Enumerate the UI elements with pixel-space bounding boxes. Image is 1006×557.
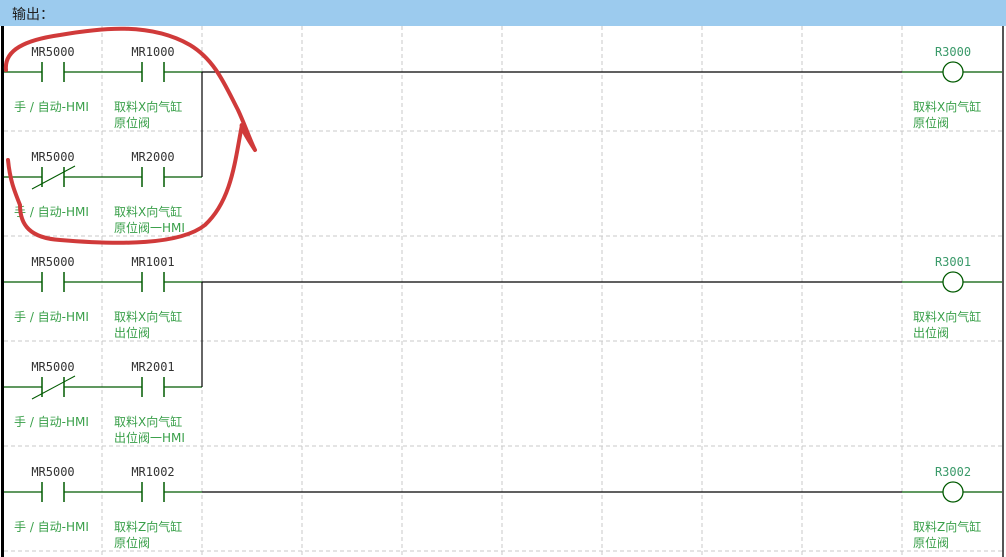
coil-comment: 取料X向气缸 (913, 99, 981, 114)
coil-icon (942, 61, 964, 83)
contact-comment: 原位阀 (114, 115, 150, 130)
normally-open-contact[interactable]: MR5000 手 / 自动-HMI (14, 465, 89, 534)
contact-address: MR1001 (131, 255, 174, 269)
contact-gap (42, 274, 64, 290)
contact-comment: 手 / 自动-HMI (14, 310, 89, 324)
coil-icon (942, 481, 964, 503)
coil-comment: 原位阀 (913, 115, 949, 130)
coil-icon (942, 271, 964, 293)
contact-gap (142, 169, 164, 185)
contact-gap (42, 484, 64, 500)
red-annotation-circle (3, 26, 257, 245)
contact-address: MR5000 (31, 150, 74, 164)
coil-comment: 取料Z向气缸 (913, 519, 981, 534)
contact-comment: 取料X向气缸 (114, 99, 182, 114)
contact-gap (142, 484, 164, 500)
contact-comment: 取料Z向气缸 (114, 519, 182, 534)
contact-comment: 出位阀 (114, 325, 150, 340)
contact-comment: 取料X向气缸 (114, 414, 182, 429)
contact-comment: 原位阀 (114, 535, 150, 550)
contact-slash (31, 165, 76, 190)
contact-comment: 出位阀一HMI (114, 430, 185, 445)
contact-gap (142, 274, 164, 290)
contact-gap (42, 64, 64, 80)
coil-comment: 出位阀 (913, 325, 949, 340)
section-title: 输出： (12, 7, 54, 23)
contact-comment: 手 / 自动-HMI (14, 520, 89, 534)
contact-address: MR1000 (131, 45, 174, 59)
contact-address: MR5000 (31, 465, 74, 479)
contact-comment: 手 / 自动-HMI (14, 100, 89, 114)
contact-gap (142, 64, 164, 80)
contact-comment: 手 / 自动-HMI (14, 205, 89, 219)
contact-comment: 取料X向气缸 (114, 309, 182, 324)
contact-comment: 取料X向气缸 (114, 204, 182, 219)
contact-comment: 原位阀一HMI (114, 220, 185, 235)
contact-address: MR1002 (131, 465, 174, 479)
normally-closed-contact[interactable]: MR5000 手 / 自动-HMI (14, 360, 89, 429)
coil-comment: 原位阀 (913, 535, 949, 550)
coil-comment: 取料X向气缸 (913, 309, 981, 324)
contact-slash (31, 375, 76, 400)
contact-address: MR2000 (131, 150, 174, 164)
contact-address: MR5000 (31, 255, 74, 269)
contact-gap (42, 169, 64, 185)
coil-address: R3000 (935, 45, 971, 59)
contact-address: MR2001 (131, 360, 174, 374)
contact-gap (142, 379, 164, 395)
contact-address: MR5000 (31, 360, 74, 374)
output-section-header: 输出： (0, 0, 1006, 26)
normally-open-contact[interactable]: MR5000 手 / 自动-HMI (14, 45, 89, 114)
contact-gap (42, 379, 64, 395)
contact-comment: 手 / 自动-HMI (14, 415, 89, 429)
coil-address: R3001 (935, 255, 971, 269)
coil-address: R3002 (935, 465, 971, 479)
contact-address: MR5000 (31, 45, 74, 59)
normally-closed-contact[interactable]: MR5000 手 / 自动-HMI (14, 150, 89, 219)
normally-open-contact[interactable]: MR5000 手 / 自动-HMI (14, 255, 89, 324)
